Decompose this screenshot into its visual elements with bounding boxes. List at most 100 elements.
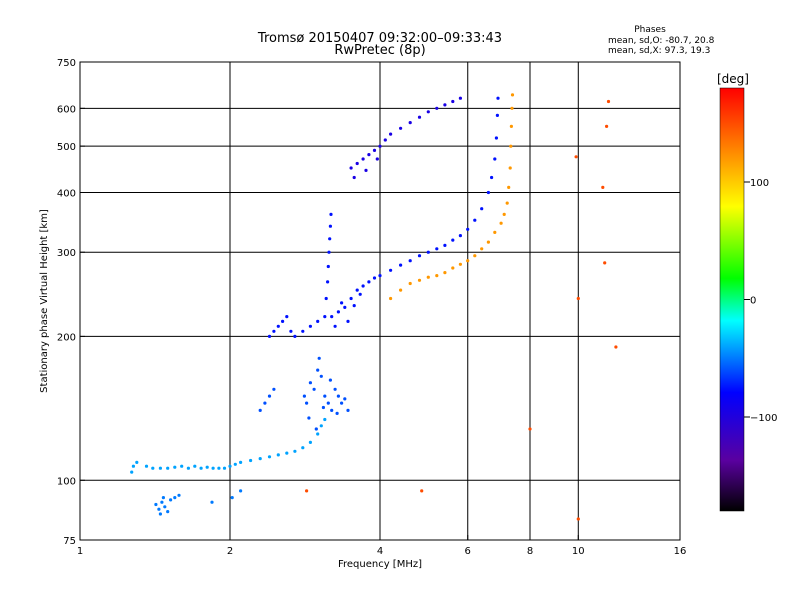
data-point (307, 416, 311, 420)
data-point (509, 144, 513, 148)
data-point (166, 510, 170, 514)
data-point (267, 334, 272, 338)
data-point (293, 449, 297, 453)
x-tick-label: 8 (527, 546, 533, 557)
data-point (408, 121, 412, 125)
data-point (272, 387, 276, 391)
data-point (267, 455, 272, 459)
data-point (346, 408, 350, 412)
data-point (193, 464, 197, 468)
data-point (166, 466, 170, 470)
x-axis-ticks: 1 2 4 6 8 10 16 (77, 535, 686, 557)
x-tick-label: 4 (377, 546, 383, 557)
data-point (173, 465, 177, 469)
data-point (230, 496, 234, 500)
data-point (355, 161, 359, 166)
data-point (186, 466, 190, 470)
data-point (316, 319, 320, 323)
data-point (222, 466, 227, 470)
data-point (349, 296, 353, 301)
data-point (324, 296, 328, 301)
data-point (502, 212, 506, 216)
x-tick-label: 6 (465, 546, 471, 557)
data-point (458, 96, 462, 100)
data-point (466, 259, 470, 263)
data-point (458, 262, 462, 266)
colorbar-tick-label: 0 (750, 296, 756, 307)
data-point (367, 153, 371, 157)
data-point (493, 157, 497, 161)
colorbar-ticks: 100 0 −100 (744, 178, 777, 424)
data-point (323, 315, 327, 319)
stats-x-line: mean, sd,X: 97.3, 19.3 (608, 46, 710, 56)
y-tick-label: 400 (57, 188, 76, 199)
data-point (473, 218, 477, 222)
data-point (267, 394, 272, 398)
data-point (420, 489, 424, 493)
data-point (130, 470, 134, 474)
data-point (199, 466, 203, 470)
data-point (480, 247, 484, 251)
data-point (505, 201, 509, 205)
data-point (316, 432, 320, 436)
data-point (576, 517, 580, 521)
data-point (336, 394, 340, 398)
chart-subtitle: RwPretec (8p) (334, 43, 425, 58)
data-point (319, 374, 323, 378)
data-point (328, 224, 332, 228)
data-point (326, 264, 330, 269)
x-tick-label: 1 (77, 546, 83, 557)
y-tick-label: 750 (57, 58, 76, 69)
data-point (258, 408, 262, 412)
data-point (144, 464, 149, 468)
data-point (158, 512, 162, 516)
data-point (131, 464, 135, 468)
data-point (349, 166, 353, 170)
data-point (486, 240, 490, 244)
data-point (435, 247, 439, 251)
data-point (451, 266, 455, 270)
data-point (355, 288, 359, 292)
data-point (417, 254, 422, 258)
data-point (326, 280, 330, 284)
data-point (302, 394, 306, 398)
data-point (154, 502, 158, 507)
data-point (510, 93, 515, 97)
data-point (293, 334, 297, 338)
data-point (576, 296, 580, 301)
data-point (399, 288, 403, 292)
data-point (173, 496, 177, 500)
data-point (417, 115, 422, 119)
chart-title: Tromsø 20150407 09:32:00–09:33:43 (257, 31, 502, 46)
data-point (361, 157, 365, 161)
y-tick-label: 200 (57, 332, 76, 343)
data-point (383, 138, 387, 142)
data-point (399, 126, 403, 130)
data-point (210, 500, 214, 504)
data-point (180, 464, 184, 468)
data-point (317, 356, 321, 360)
data-point (372, 276, 377, 280)
data-point (372, 148, 377, 152)
data-point (361, 284, 365, 288)
data-point (272, 329, 276, 333)
data-point (443, 243, 447, 247)
data-point (426, 110, 430, 114)
x-axis-label: Frequency [MHz] (338, 559, 422, 570)
data-point (435, 274, 439, 278)
data-point (343, 305, 347, 309)
data-point (490, 175, 494, 180)
data-point (508, 166, 512, 170)
data-point (336, 310, 340, 314)
data-point (352, 175, 356, 180)
data-point (451, 238, 455, 242)
data-point (509, 124, 513, 128)
data-points (130, 93, 618, 521)
data-point (614, 345, 618, 349)
data-point (574, 155, 578, 159)
data-point (340, 301, 344, 305)
colorbar-tick-label: 100 (750, 178, 769, 189)
data-point (606, 99, 611, 104)
data-point (314, 427, 318, 431)
y-tick-label: 100 (57, 476, 76, 487)
